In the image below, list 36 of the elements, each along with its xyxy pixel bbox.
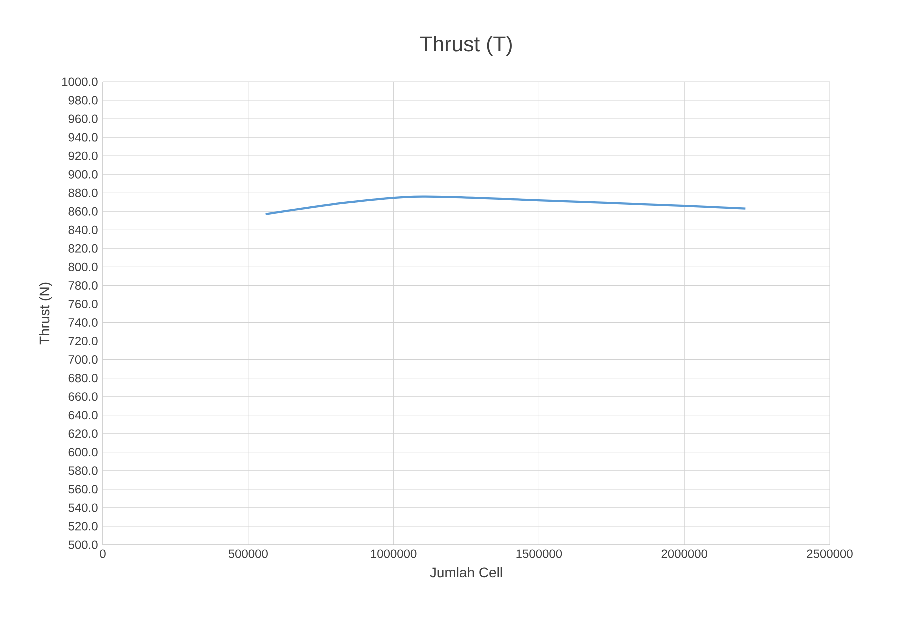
x-tick-label: 2500000	[807, 550, 853, 558]
x-tick-label: 1500000	[516, 550, 562, 558]
y-tick-label: 800.0	[68, 262, 98, 272]
x-tick-label: 500000	[228, 550, 268, 558]
y-tick-label: 900.0	[68, 170, 98, 179]
y-tick-label: 720.0	[68, 337, 98, 346]
x-tick-label: 0	[100, 550, 106, 558]
y-tick-label: 780.0	[68, 281, 98, 290]
y-tick-label: 580.0	[68, 466, 98, 476]
y-tick-label: 960.0	[68, 114, 98, 124]
x-axis-title: Jumlah Cell	[430, 567, 502, 578]
y-tick-label: 880.0	[68, 188, 98, 198]
y-tick-label: 820.0	[68, 244, 98, 253]
y-tick-label: 840.0	[68, 226, 98, 234]
y-tick-label: 860.0	[68, 207, 98, 216]
y-tick-label: 920.0	[68, 152, 98, 160]
y-tick-label: 980.0	[68, 96, 98, 105]
y-tick-label: 1000.0	[62, 78, 98, 86]
y-tick-label: 520.0	[68, 522, 98, 531]
y-tick-label: 600.0	[68, 448, 98, 457]
chart-title: Thrust (T)	[420, 36, 512, 56]
y-tick-label: 740.0	[68, 318, 98, 328]
y-tick-label: 500.0	[68, 540, 98, 550]
y-tick-label: 540.0	[68, 504, 98, 512]
x-tick-label: 2000000	[662, 550, 708, 558]
x-tick-label: 1000000	[371, 550, 417, 558]
y-tick-label: 640.0	[68, 411, 98, 420]
y-tick-label: 700.0	[68, 356, 98, 364]
y-tick-label: 560.0	[68, 485, 98, 494]
y-tick-label: 760.0	[68, 300, 98, 308]
line-series	[264, 196, 747, 216]
y-axis-title: Thrust (N)	[39, 282, 52, 345]
y-tick-label: 620.0	[68, 430, 98, 438]
y-tick-label: 660.0	[68, 392, 98, 402]
y-tick-label: 940.0	[68, 133, 98, 142]
y-tick-label: 680.0	[68, 374, 98, 383]
